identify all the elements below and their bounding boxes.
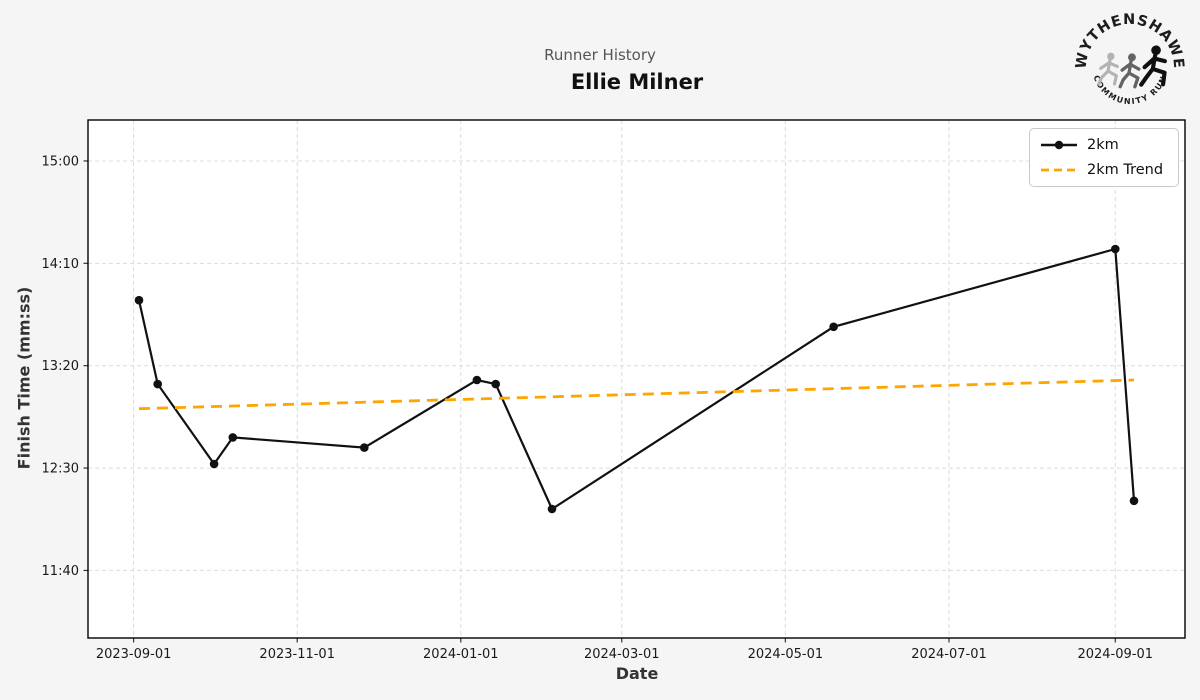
club-logo: WYTHENSHAWE COMMUNITY RUN <box>1073 12 1185 106</box>
data-point-marker <box>829 322 838 332</box>
data-point-marker <box>228 433 238 442</box>
y-tick-label: 12:30 <box>42 462 79 477</box>
x-tick-label: 2024-01-01 <box>423 647 499 662</box>
data-point-marker <box>1111 244 1120 254</box>
chart-suptitle: Runner History <box>544 46 656 64</box>
y-tick-label: 15:00 <box>42 154 79 169</box>
y-tick-label: 14:10 <box>42 257 79 272</box>
y-tick-label: 11:40 <box>42 564 79 579</box>
x-tick-label: 2024-09-01 <box>1077 647 1153 662</box>
logo-bottom-text: COMMUNITY RUN <box>1091 74 1168 106</box>
data-point-marker <box>209 459 219 469</box>
y-axis-label: Finish Time (mm:ss) <box>14 286 34 470</box>
x-tick-label: 2024-03-01 <box>584 647 660 662</box>
legend: 2km 2km Trend <box>1029 128 1179 187</box>
data-point-marker <box>134 295 144 305</box>
data-point-marker <box>547 504 557 514</box>
legend-item-2km: 2km <box>1040 134 1168 156</box>
legend-item-2km-trend: 2km Trend <box>1040 159 1168 181</box>
series-line-2km-trend <box>138 378 1135 411</box>
data-point-marker <box>1129 496 1139 506</box>
legend-label-2km-trend: 2km Trend <box>1087 162 1164 178</box>
axes-frame <box>87 119 1186 639</box>
tick-layer <box>83 160 1116 643</box>
legend-sample-line-icon <box>1041 140 1077 150</box>
data-point-marker <box>472 375 482 385</box>
x-axis-label: Date <box>615 664 659 683</box>
x-tick-label: 2023-11-01 <box>259 647 335 662</box>
grid-layer <box>88 120 1185 638</box>
runner-icon-medium <box>1118 53 1141 89</box>
y-tick-label: 13:20 <box>42 359 79 374</box>
tick-label-layer: 2023-09-01 2023-11-01 2024-01-01 2024-03-01… <box>42 154 1154 662</box>
legend-label-2km: 2km <box>1087 137 1119 153</box>
runner-icon-light <box>1097 52 1119 86</box>
legend-sample-dashed-icon <box>1041 168 1077 172</box>
series-layer <box>134 244 1139 514</box>
data-point-marker <box>360 443 369 452</box>
x-tick-label: 2024-07-01 <box>911 647 987 662</box>
data-point-marker <box>491 379 501 389</box>
plot-background <box>88 120 1185 638</box>
runner-icon-dark <box>1139 45 1167 87</box>
x-tick-label: 2023-09-01 <box>96 647 172 662</box>
chart-title: Ellie Milner <box>570 70 704 94</box>
data-point-marker <box>153 379 162 389</box>
x-tick-label: 2024-05-01 <box>748 647 824 662</box>
